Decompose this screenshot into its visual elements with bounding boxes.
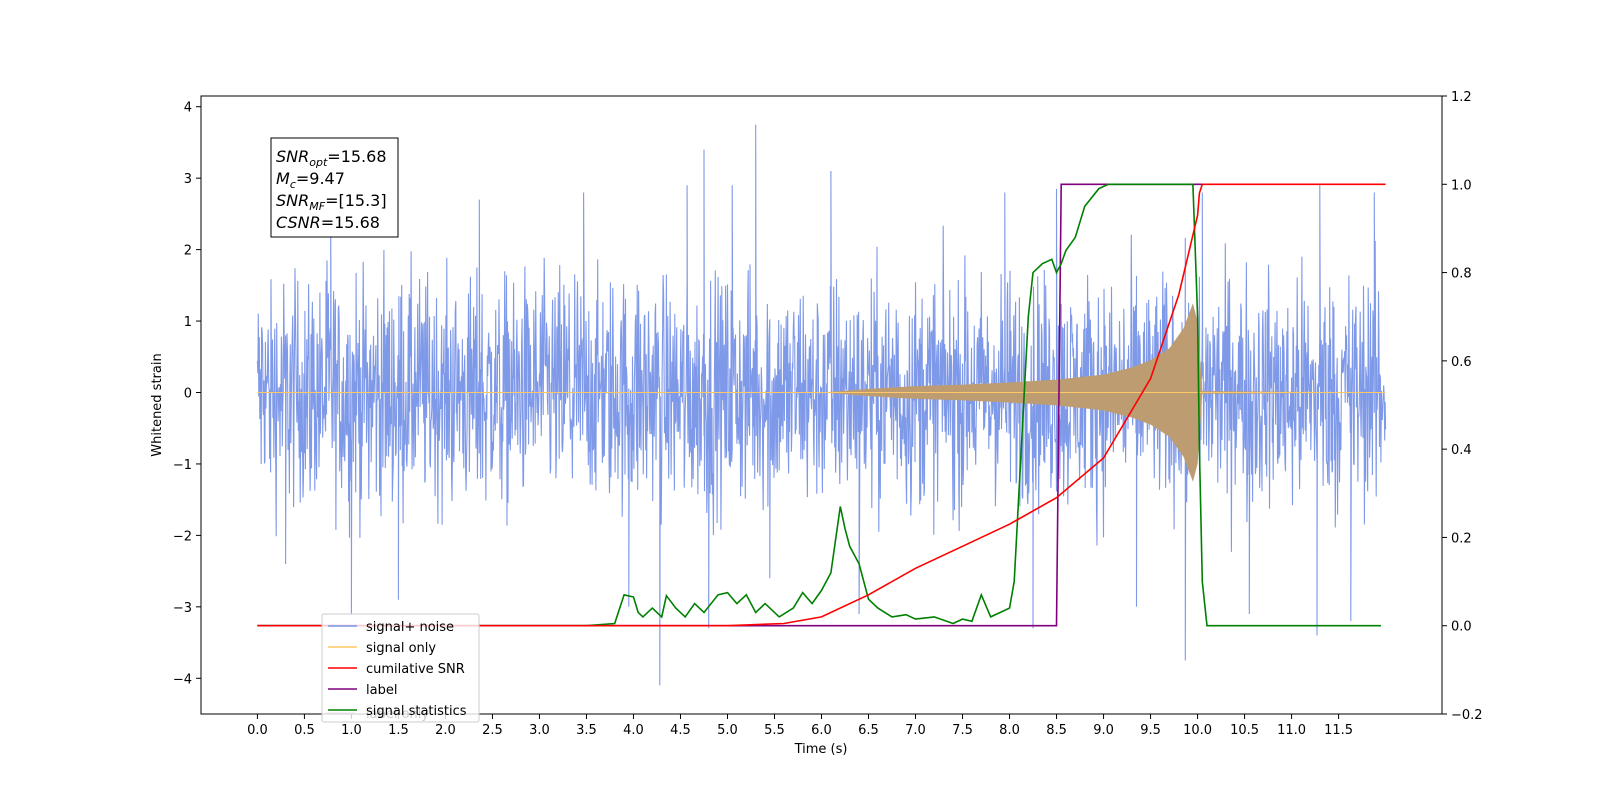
y-tick-label: −2 [173, 529, 192, 544]
y-tick-label: 0 [184, 386, 192, 401]
x-tick-label: 6.0 [811, 723, 832, 738]
legend-label: signal only [366, 641, 436, 656]
x-tick-label: 9.0 [1093, 723, 1114, 738]
y-axis-right: −0.2 0.0 0.2 0.4 0.6 0.8 1.0 1.2 [1442, 90, 1483, 723]
x-tick-label: 4.0 [623, 723, 644, 738]
y-tick-label: −1 [173, 458, 192, 473]
x-tick-label: 1.5 [388, 723, 409, 738]
series-cumulative-snr [257, 183, 1386, 627]
y2-tick-label: 0.0 [1451, 620, 1472, 635]
x-tick-label: 11.0 [1277, 723, 1306, 738]
x-tick-label: 7.0 [905, 723, 926, 738]
y-tick-label: 4 [184, 101, 192, 116]
x-axis: 0.0 0.5 1.0 1.5 2.0 2.5 3.0 3.5 4.0 4.5 5.0 5.5 6.0 6… [247, 714, 1353, 738]
y-tick-label: −3 [173, 601, 192, 616]
y2-tick-label: 0.8 [1451, 267, 1472, 282]
legend-frame [321, 613, 480, 723]
y2-tick-label: 0.6 [1451, 355, 1472, 370]
legend-label: signal statistics [366, 704, 467, 719]
y-tick-label: 3 [184, 172, 192, 187]
y-axis-left: −4 −3 −2 −1 0 1 2 3 4 [173, 101, 201, 687]
legend-label: cumilative SNR [366, 662, 465, 677]
legend-label: signal+ noise [366, 620, 454, 635]
stats-line: CSNR=15.68 [276, 213, 380, 232]
series-signal-noise [256, 124, 1387, 686]
stats-line: SNRMF=[15.3] [276, 191, 387, 213]
x-tick-label: 10.0 [1183, 723, 1212, 738]
stats-box: SNRopt=15.68Mc=9.47SNRMF=[15.3]CSNR=15.6… [270, 137, 399, 238]
y2-tick-label: 1.0 [1451, 178, 1472, 193]
x-tick-label: 1.0 [341, 723, 362, 738]
stats-line: Mc=9.47 [276, 169, 345, 191]
x-tick-label: 2.5 [482, 723, 503, 738]
stats-box-frame [270, 137, 399, 238]
x-tick-label: 0.5 [294, 723, 315, 738]
x-tick-label: 9.5 [1140, 723, 1161, 738]
y-tick-label: −4 [173, 672, 192, 687]
plot-area [256, 124, 1387, 686]
x-tick-label: 11.5 [1324, 723, 1353, 738]
series-signal-statistics [257, 183, 1381, 627]
x-tick-label: 5.0 [717, 723, 738, 738]
x-axis-title: Time (s) [794, 742, 848, 757]
y2-tick-label: 1.2 [1451, 90, 1472, 105]
x-tick-label: 8.5 [1046, 723, 1067, 738]
y2-tick-label: 0.2 [1451, 531, 1472, 546]
x-tick-label: 8.0 [999, 723, 1020, 738]
x-tick-label: 6.5 [858, 723, 879, 738]
legend-label: label [366, 683, 397, 698]
x-tick-label: 3.5 [576, 723, 597, 738]
y-tick-label: 1 [184, 315, 192, 330]
x-tick-label: 7.5 [952, 723, 973, 738]
y-tick-label: 2 [184, 244, 192, 259]
x-tick-label: 0.0 [247, 723, 268, 738]
y2-tick-label: 0.4 [1451, 443, 1472, 458]
y-axis-title: Whitened strain [150, 353, 165, 456]
y2-tick-label: −0.2 [1451, 708, 1483, 723]
stats-line: SNRopt=15.68 [276, 147, 387, 169]
x-tick-label: 4.5 [670, 723, 691, 738]
x-tick-label: 10.5 [1230, 723, 1259, 738]
x-tick-label: 2.0 [435, 723, 456, 738]
x-tick-label: 3.0 [529, 723, 550, 738]
x-tick-label: 5.5 [764, 723, 785, 738]
